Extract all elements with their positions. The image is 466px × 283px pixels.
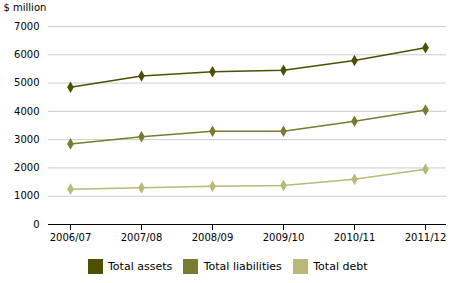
html-text:Total assets: Total assets xyxy=(108,260,173,273)
svg-text:$ million: $ million xyxy=(4,2,47,13)
svg-text:2011/12: 2011/12 xyxy=(405,232,447,243)
svg-text:3000: 3000 xyxy=(14,134,39,145)
svg-text:4000: 4000 xyxy=(14,106,39,117)
svg-text:2000: 2000 xyxy=(14,162,39,173)
svg-text:7000: 7000 xyxy=(14,21,39,32)
html-text:Total debt: Total debt xyxy=(313,260,368,273)
svg-text:2006/07: 2006/07 xyxy=(50,232,92,243)
svg-text:2009/10: 2009/10 xyxy=(263,232,305,243)
svg-text:2008/09: 2008/09 xyxy=(192,232,234,243)
svg-text:5000: 5000 xyxy=(14,77,39,88)
svg-text:0: 0 xyxy=(33,219,39,230)
svg-text:2010/11: 2010/11 xyxy=(334,232,376,243)
svg-text:1000: 1000 xyxy=(14,190,39,201)
svg-text:6000: 6000 xyxy=(14,49,39,60)
svg-text:2007/08: 2007/08 xyxy=(121,232,163,243)
html-text:Total liabilities: Total liabilities xyxy=(203,260,282,273)
